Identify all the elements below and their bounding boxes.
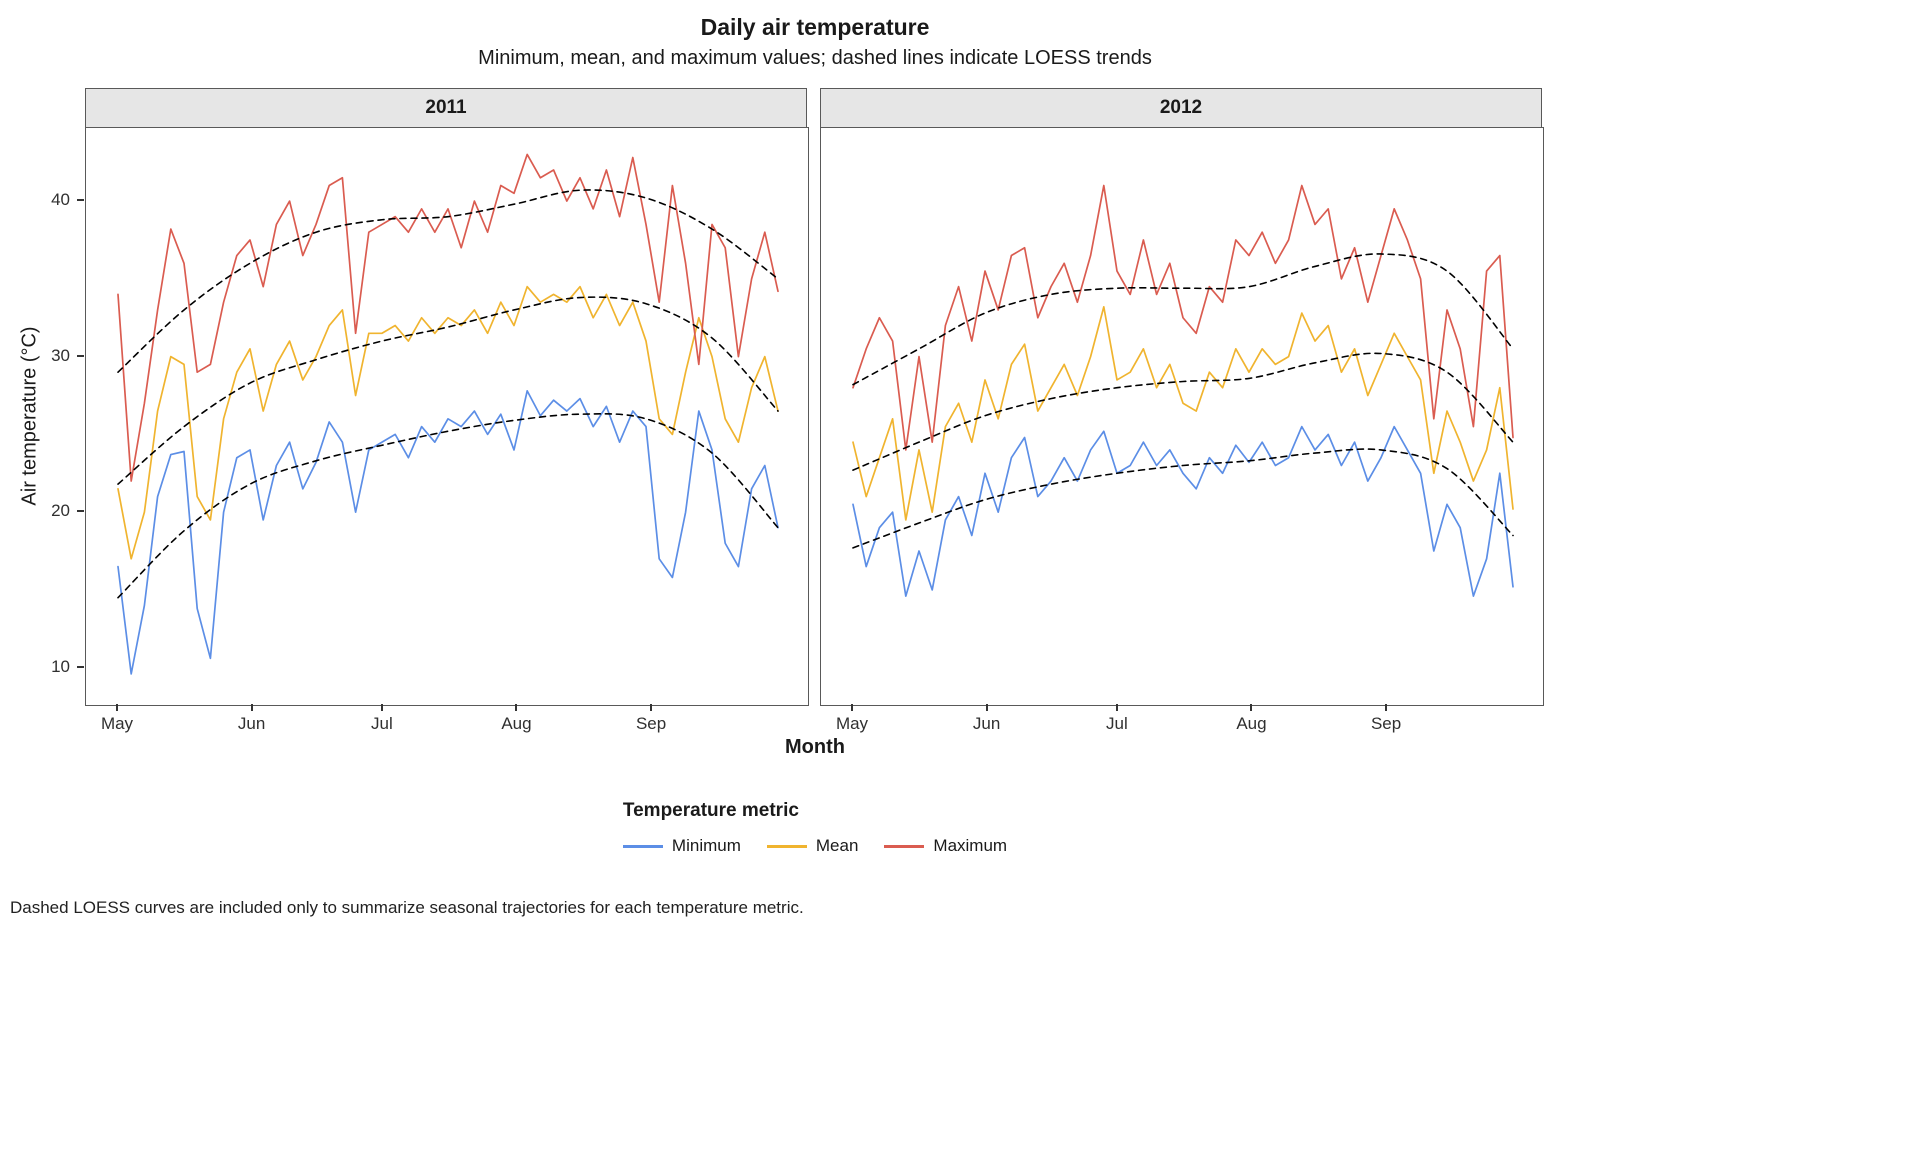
x-tick-mark: [116, 704, 118, 711]
x-tick-label: Jun: [237, 714, 266, 733]
series-maximum-line: [852, 184, 1514, 451]
loess-minimum-trend-line: [117, 413, 779, 599]
chart-subtitle: Minimum, mean, and maximum values; dashe…: [478, 47, 1152, 69]
panel-2012: [820, 127, 1544, 706]
y-tick-label: 30: [51, 345, 70, 365]
x-tick-mark: [1250, 704, 1253, 711]
y-tick-mark: [77, 665, 84, 668]
x-tick-mark: [1115, 704, 1118, 711]
loess-mean-trend-line: [117, 296, 779, 485]
figure: Daily air temperature Minimum, mean, and…: [0, 14, 1630, 917]
caption: Dashed LOESS curves are included only to…: [10, 898, 804, 917]
series-minimum-line: [852, 425, 1514, 597]
y-tick-mark: [77, 510, 84, 513]
x-tick-label: Jun: [972, 714, 1001, 733]
legend-item-minimum: Minimum: [622, 836, 741, 856]
loess-minimum-trend-line: [852, 448, 1514, 549]
legend-item-mean: Mean: [766, 836, 859, 856]
facet-strip-2011: 2011: [85, 88, 807, 128]
y-tick-label: 10: [51, 656, 70, 676]
legend-swatch-maximum: [884, 844, 925, 848]
loess-maximum-trend-line: [852, 253, 1514, 386]
legend-label-minimum: Minimum: [671, 836, 741, 855]
legend-swatch-minimum: [622, 844, 663, 848]
y-tick-mark: [77, 354, 84, 357]
facet-2011: 2011 May Jun Jul Aug Sep: [85, 88, 809, 733]
x-tick-label: Sep: [1370, 714, 1402, 733]
x-tick-mark: [380, 704, 383, 711]
x-tick-mark: [250, 704, 253, 711]
legend-items: Minimum Mean Maximum: [622, 836, 1007, 856]
x-tick-label: May: [835, 714, 869, 733]
x-axis-title: Month: [785, 736, 845, 758]
legend: Temperature metric Minimum Mean Maximum: [622, 800, 1007, 856]
facet-strip-2012: 2012: [820, 88, 1542, 128]
loess-maximum-trend-line: [117, 189, 779, 373]
loess-mean-trend-line: [852, 352, 1514, 471]
series-mean-line: [117, 285, 779, 560]
y-tick-label: 40: [51, 190, 70, 210]
x-tick-label: Jul: [1105, 714, 1128, 733]
x-tick-mark: [1385, 704, 1388, 711]
series-minimum-line: [117, 389, 779, 675]
series-mean-line: [852, 306, 1514, 521]
legend-item-maximum: Maximum: [884, 836, 1007, 856]
panel-2011: [85, 127, 809, 706]
x-tick-label: Aug: [501, 714, 532, 733]
y-tick-label: 20: [51, 501, 70, 521]
x-tick-label: Aug: [1236, 714, 1267, 733]
legend-label-mean: Mean: [815, 836, 859, 855]
x-tick-mark: [515, 704, 518, 711]
legend-title: Temperature metric: [622, 800, 799, 821]
x-tick-mark: [650, 704, 653, 711]
series-maximum-line: [117, 153, 779, 482]
x-tick-label: May: [100, 714, 134, 733]
x-tick-mark: [985, 704, 988, 711]
x-tick-mark: [851, 704, 853, 711]
legend-wrap: Temperature metric Minimum Mean Maximum: [0, 800, 1630, 856]
x-tick-label: Jul: [370, 714, 393, 733]
chart-title: Daily air temperature: [700, 14, 930, 40]
facet-2012: 2012 May Jun Jul Aug Sep: [820, 88, 1544, 733]
legend-swatch-mean: [766, 844, 807, 848]
legend-label-maximum: Maximum: [933, 836, 1008, 855]
y-tick-mark: [77, 199, 84, 202]
x-tick-label: Sep: [635, 714, 667, 733]
